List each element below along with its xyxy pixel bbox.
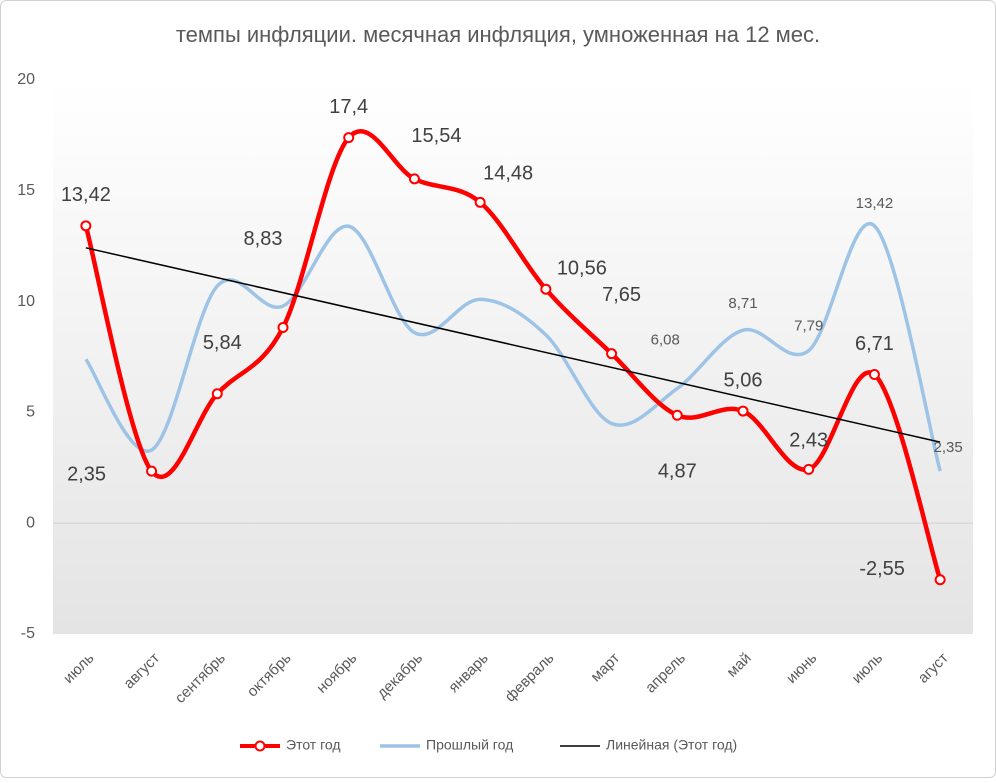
chart-title: темпы инфляции. месячная инфляция, умнож…: [176, 22, 820, 47]
y-tick-label: 20: [17, 71, 35, 88]
point-marker: [343, 132, 355, 144]
point-marker: [211, 388, 223, 400]
y-tick-label: -5: [21, 625, 35, 642]
data-label: 15,54: [411, 125, 461, 147]
point-marker: [408, 173, 420, 185]
point-marker: [737, 405, 749, 417]
y-tick-label: 5: [26, 404, 35, 421]
point-marker: [671, 409, 683, 421]
data-label: 2,43: [789, 430, 828, 452]
point-marker: [934, 574, 946, 586]
point-marker: [540, 283, 552, 295]
data-label: -2,55: [859, 558, 905, 580]
legend-label: Линейная (Этот год): [606, 737, 737, 753]
data-label: 8,83: [244, 228, 283, 250]
data-label: 6,71: [855, 333, 894, 355]
data-label: 5,06: [724, 369, 763, 391]
data-label: 6,08: [651, 331, 680, 348]
data-label: 13,42: [856, 195, 894, 212]
data-label: 2,35: [67, 463, 106, 485]
y-tick-label: 10: [17, 293, 35, 310]
point-marker: [277, 322, 289, 334]
y-tick-label: 0: [26, 514, 35, 531]
data-label: 2,35: [934, 439, 963, 456]
data-label: 7,79: [794, 318, 823, 335]
series-line: [84, 221, 942, 472]
data-label: 17,4: [329, 96, 368, 118]
data-label: 14,48: [483, 163, 533, 185]
data-label: 7,65: [602, 284, 641, 306]
point-marker: [606, 348, 618, 360]
data-label: 4,87: [658, 461, 697, 483]
data-label: 10,56: [557, 257, 607, 279]
trend-line: [85, 247, 941, 443]
legend-marker: [254, 740, 266, 752]
data-label: 8,71: [728, 295, 757, 312]
point-marker: [803, 463, 815, 475]
legend-label: Прошлый год: [426, 737, 513, 753]
y-tick-label: 15: [17, 182, 35, 199]
point-marker: [80, 220, 92, 232]
data-label: 5,84: [203, 332, 242, 354]
plot-area: [53, 80, 973, 634]
point-marker: [474, 196, 486, 208]
point-marker: [146, 465, 158, 477]
legend-label: Этот год: [286, 737, 341, 753]
data-label: 13,42: [61, 184, 111, 206]
point-marker: [868, 369, 880, 381]
